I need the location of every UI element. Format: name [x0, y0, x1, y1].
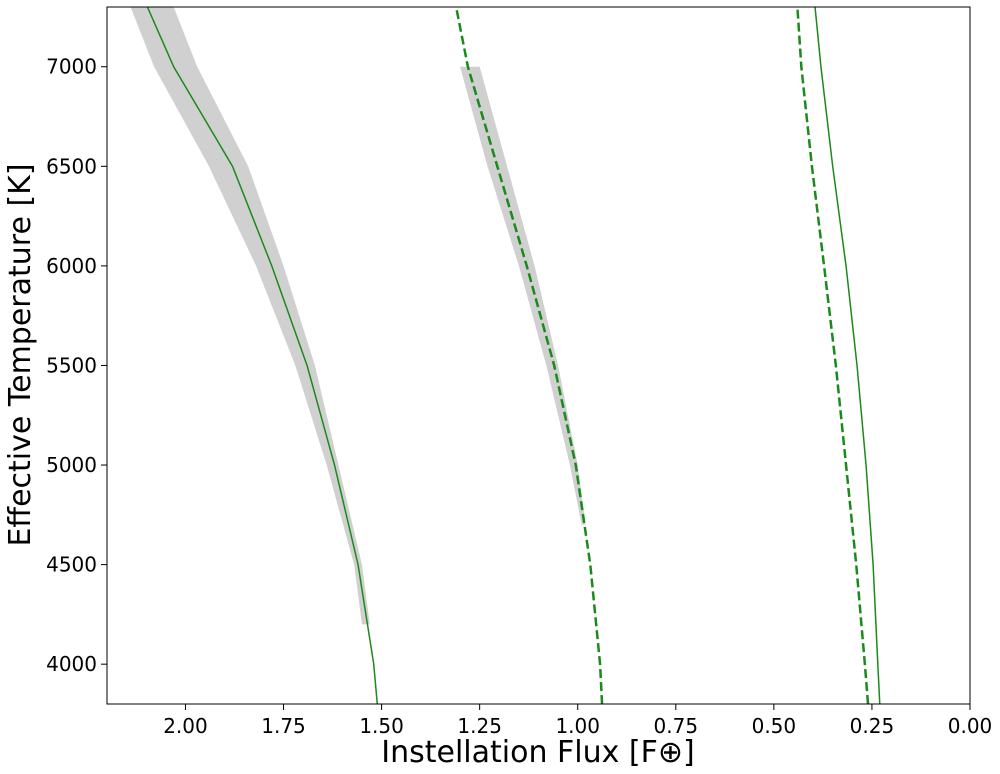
line — [814, 7, 881, 704]
y-tick-label: 7000 — [46, 55, 97, 79]
x-tick-label: 1.00 — [555, 714, 600, 738]
x-tick-label: 1.25 — [457, 714, 502, 738]
uncertainty-band — [460, 66, 586, 525]
y-tick-label: 6500 — [46, 154, 97, 178]
x-tick-label: 0.75 — [654, 714, 699, 738]
y-tick-label: 4000 — [46, 652, 97, 676]
line — [454, 7, 604, 704]
x-tick-label: 0.25 — [850, 714, 895, 738]
axes-frame — [106, 6, 971, 705]
line — [146, 7, 379, 704]
x-tick-label: 2.00 — [163, 714, 208, 738]
y-tick-label: 6000 — [46, 254, 97, 278]
y-axis-label: Effective Temperature [K] — [3, 163, 38, 546]
uncertainty-band — [130, 7, 370, 625]
x-axis-label: Instellation Flux [F⊕] — [381, 735, 694, 770]
x-tick-label: 1.50 — [359, 714, 404, 738]
y-tick-label: 5000 — [46, 453, 97, 477]
y-tick-label: 5500 — [46, 353, 97, 377]
plot-area — [130, 7, 881, 704]
x-tick-label: 0.00 — [948, 714, 993, 738]
y-tick-label: 4500 — [46, 553, 97, 577]
line — [796, 7, 870, 704]
x-tick-label: 0.50 — [752, 714, 797, 738]
x-tick-label: 1.75 — [261, 714, 306, 738]
